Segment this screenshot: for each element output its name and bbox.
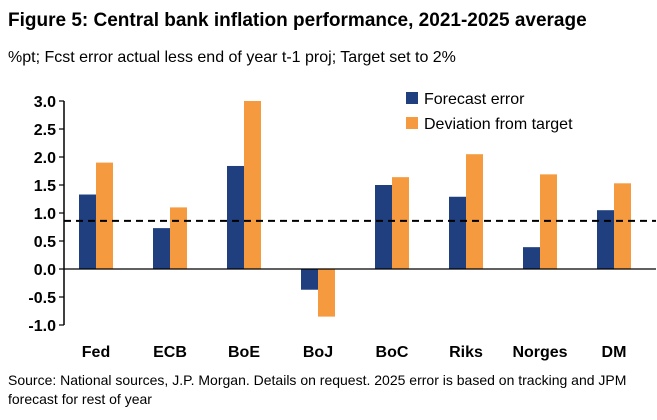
bar-forecast-error-fed (79, 194, 96, 269)
bar-deviation-from-target-boj (318, 269, 335, 317)
bar-deviation-from-target-dm (614, 183, 631, 269)
y-tick-label: 2.0 (34, 150, 56, 167)
bar-forecast-error-norges (523, 247, 540, 269)
bar-forecast-error-ecb (153, 228, 170, 269)
y-tick-label: 1.5 (34, 178, 56, 195)
y-tick-label: 3.0 (34, 94, 56, 111)
legend: Forecast error Deviation from target (406, 91, 573, 133)
bar-forecast-error-boe (227, 165, 244, 269)
y-tick-label: 0.0 (34, 262, 56, 279)
chart-subtitle: %pt; Fcst error actual less end of year … (8, 49, 456, 66)
y-tick-label: 2.5 (34, 122, 56, 139)
bar-chart: 3.0 2.5 2.0 1.5 1.0 0.5 0.0 -0.5 -1.0 Fed ECB BoE B… (28, 91, 656, 361)
legend-swatch (406, 92, 418, 104)
y-tick-label: 1.0 (34, 206, 56, 223)
category-label-ecb: ECB (153, 344, 187, 361)
legend-label: Forecast error (424, 91, 525, 108)
x-axis-labels: Fed ECB BoE BoJ BoC Riks Norges DM (82, 344, 627, 361)
y-tick-label: -0.5 (28, 290, 56, 307)
bar-deviation-from-target-boe (244, 101, 261, 269)
bar-forecast-error-boc (375, 185, 392, 269)
bar-deviation-from-target-boc (392, 177, 409, 269)
category-label-boj: BoJ (303, 344, 333, 361)
y-tick-label: -1.0 (28, 318, 56, 335)
y-axis: 3.0 2.5 2.0 1.5 1.0 0.5 0.0 -0.5 -1.0 (28, 94, 65, 335)
category-label-norges: Norges (512, 344, 567, 361)
source-note: Source: National sources, J.P. Morgan. D… (8, 372, 627, 407)
legend-swatch (406, 117, 418, 129)
category-label-riks: Riks (449, 344, 483, 361)
legend-label: Deviation from target (424, 116, 573, 133)
bar-deviation-from-target-fed (96, 162, 113, 269)
bar-deviation-from-target-ecb (170, 207, 187, 269)
category-label-dm: DM (602, 344, 627, 361)
category-label-boe: BoE (228, 344, 260, 361)
category-label-boc: BoC (376, 344, 409, 361)
bar-deviation-from-target-riks (466, 154, 483, 269)
category-label-fed: Fed (82, 344, 110, 361)
bar-forecast-error-riks (449, 196, 466, 269)
y-tick-label: 0.5 (34, 234, 56, 251)
bars (64, 101, 656, 317)
bar-forecast-error-dm (597, 210, 614, 269)
bar-forecast-error-boj (301, 269, 318, 290)
chart-title: Figure 5: Central bank inflation perform… (8, 10, 587, 31)
